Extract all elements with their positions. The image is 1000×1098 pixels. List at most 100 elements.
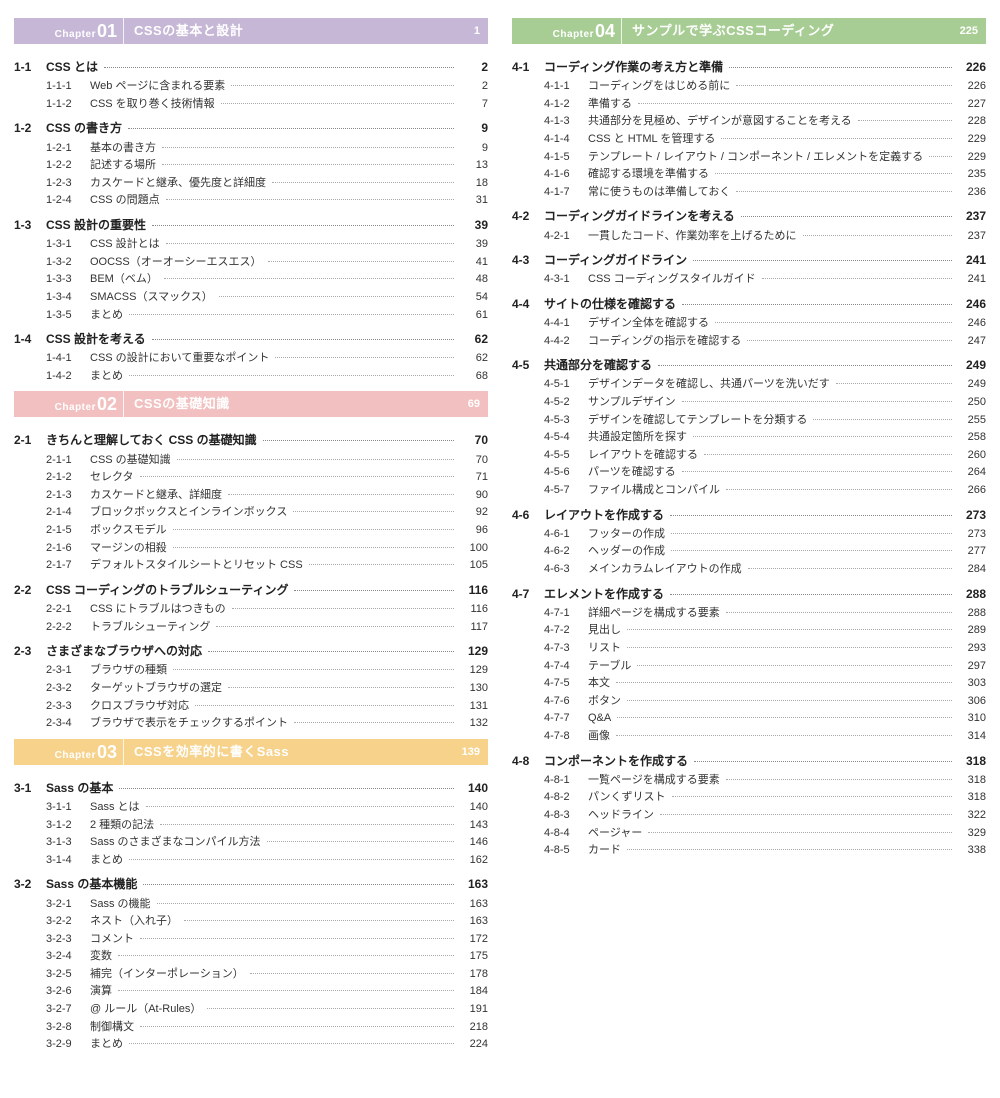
subsection-number: 3-1-1	[46, 799, 90, 817]
leader-dots	[140, 476, 454, 477]
subsection-row: 4-7-7Q&A310	[512, 710, 986, 728]
subsection-number: 2-1-2	[46, 469, 90, 487]
subsection-row: 3-2-9まとめ224	[14, 1036, 488, 1054]
subsection-page: 288	[956, 605, 986, 623]
leader-dots	[268, 261, 454, 262]
subsection-title: 一貫したコード、作業効率を上げるために	[588, 228, 799, 246]
subsection-page: 224	[458, 1036, 488, 1054]
subsection-number: 4-5-5	[544, 447, 588, 465]
subsection-page: 228	[956, 113, 986, 131]
subsection-page: 92	[458, 504, 488, 522]
subsection-title: まとめ	[90, 368, 125, 386]
subsection-page: 277	[956, 543, 986, 561]
subsection-page: 297	[956, 658, 986, 676]
subsection-page: 41	[458, 254, 488, 272]
subsection-number: 4-1-2	[544, 96, 588, 114]
section-title: 共通部分を確認する	[544, 356, 654, 375]
leader-dots	[726, 779, 952, 780]
subsection-page: 105	[458, 557, 488, 575]
chapter-header: Chapter04サンプルで学ぶCSSコーディング225	[512, 18, 986, 44]
subsection-title: クロスブラウザ対応	[90, 698, 191, 716]
subsection-title: CSS 設計とは	[90, 236, 162, 254]
subsection-list: 4-2-1一貫したコード、作業効率を上げるために 237	[512, 227, 986, 246]
subsection-number: 1-1-1	[46, 78, 90, 96]
section-number: 4-7	[512, 585, 544, 604]
subsection-page: 322	[956, 807, 986, 825]
section-block: 4-5共通部分を確認する2494-5-1デザインデータを確認し、共通パーツを洗い…	[512, 356, 986, 499]
subsection-number: 2-1-7	[46, 557, 90, 575]
subsection-number: 1-3-3	[46, 271, 90, 289]
leader-dots	[648, 832, 952, 833]
subsection-title: ブラウザの種類	[90, 662, 169, 680]
subsection-title: CSS を取り巻く技術情報	[90, 96, 217, 114]
chapter-page: 139	[448, 739, 488, 765]
subsection-row: 1-4-1CSS の設計において重要なポイント62	[14, 350, 488, 368]
subsection-number: 1-3-1	[46, 236, 90, 254]
subsection-row: 4-8-5カード338	[512, 842, 986, 860]
subsection-row: 2-3-2ターゲットブラウザの選定130	[14, 680, 488, 698]
subsection-row: 3-2-5補完（インターポレーション）178	[14, 966, 488, 984]
leader-dots	[228, 687, 454, 688]
leader-dots	[173, 547, 454, 548]
subsection-number: 1-3-4	[46, 289, 90, 307]
subsection-row: 3-2-3コメント172	[14, 931, 488, 949]
subsection-title: 画像	[588, 728, 612, 746]
subsection-row: 1-2-2記述する場所13	[14, 157, 488, 175]
chapter-block: Chapter03CSSを効率的に書くSass1393-1Sass の基本140…	[14, 739, 488, 1054]
subsection-page: 116	[458, 601, 488, 619]
subsection-title: CSS コーディングスタイルガイド	[588, 271, 758, 289]
subsection-title: OOCSS（オーオーシーエスエス）	[90, 254, 264, 272]
subsection-number: 4-4-1	[544, 315, 588, 333]
section-title: CSS 設計の重要性	[46, 216, 148, 235]
subsection-page: 306	[956, 693, 986, 711]
subsection-number: 4-1-5	[544, 149, 588, 167]
chapter-label: Chapter02	[14, 391, 124, 417]
subsection-title: デザインを確認してテンプレートを分類する	[588, 412, 809, 430]
subsection-title: カード	[588, 842, 623, 860]
leader-dots	[813, 419, 952, 420]
section-number: 4-5	[512, 356, 544, 375]
subsection-page: 70	[458, 452, 488, 470]
subsection-title: ヘッダーの作成	[588, 543, 667, 561]
section-page: 273	[956, 506, 986, 525]
leader-dots	[177, 459, 454, 460]
subsection-list: 1-3-1CSS 設計とは391-3-2OOCSS（オーオーシーエスエス）411…	[14, 235, 488, 324]
subsection-number: 3-2-7	[46, 1001, 90, 1019]
leader-dots	[219, 296, 454, 297]
subsection-number: 1-3-5	[46, 307, 90, 325]
subsection-row: 3-1-3Sass のさまざまなコンパイル方法146	[14, 834, 488, 852]
subsection-number: 1-2-4	[46, 192, 90, 210]
subsection-row: 4-1-3共通部分を見極め、デザインが意図することを考える228	[512, 113, 986, 131]
section-title: サイトの仕様を確認する	[544, 295, 678, 314]
subsection-page: 172	[458, 931, 488, 949]
subsection-number: 4-8-5	[544, 842, 588, 860]
subsection-page: 235	[956, 166, 986, 184]
leader-dots	[658, 365, 952, 366]
chapter-page: 225	[946, 18, 986, 44]
section-block: 2-2CSS コーディングのトラブルシューティング1162-2-1CSS にトラ…	[14, 581, 488, 636]
subsection-page: 237	[956, 228, 986, 246]
leader-dots	[272, 182, 454, 183]
chapter-header: Chapter01CSSの基本と設計1	[14, 18, 488, 44]
section-row: 2-2CSS コーディングのトラブルシューティング116	[14, 581, 488, 600]
leader-dots	[704, 454, 952, 455]
subsection-number: 1-3-2	[46, 254, 90, 272]
subsection-row: 4-5-5レイアウトを確認する260	[512, 447, 986, 465]
subsection-number: 1-1-2	[46, 96, 90, 114]
leader-dots	[152, 225, 454, 226]
leader-dots	[694, 761, 952, 762]
subsection-page: 310	[956, 710, 986, 728]
subsection-number: 4-2-1	[544, 228, 588, 246]
leader-dots	[627, 849, 952, 850]
leader-dots	[693, 260, 952, 261]
subsection-list: 4-7-1詳細ページを構成する要素2884-7-2見出し2894-7-3リスト2…	[512, 604, 986, 746]
leader-dots	[104, 67, 454, 68]
leader-dots	[721, 138, 952, 139]
section-title: CSS の書き方	[46, 119, 124, 138]
subsection-number: 3-2-4	[46, 948, 90, 966]
section-block: 2-1きちんと理解しておく CSS の基礎知識702-1-1CSS の基礎知識7…	[14, 431, 488, 574]
subsection-title: Web ページに含まれる要素	[90, 78, 227, 96]
subsection-number: 3-2-1	[46, 896, 90, 914]
chapter-title: サンプルで学ぶCSSコーディング	[622, 18, 946, 44]
subsection-row: 1-3-5まとめ61	[14, 307, 488, 325]
